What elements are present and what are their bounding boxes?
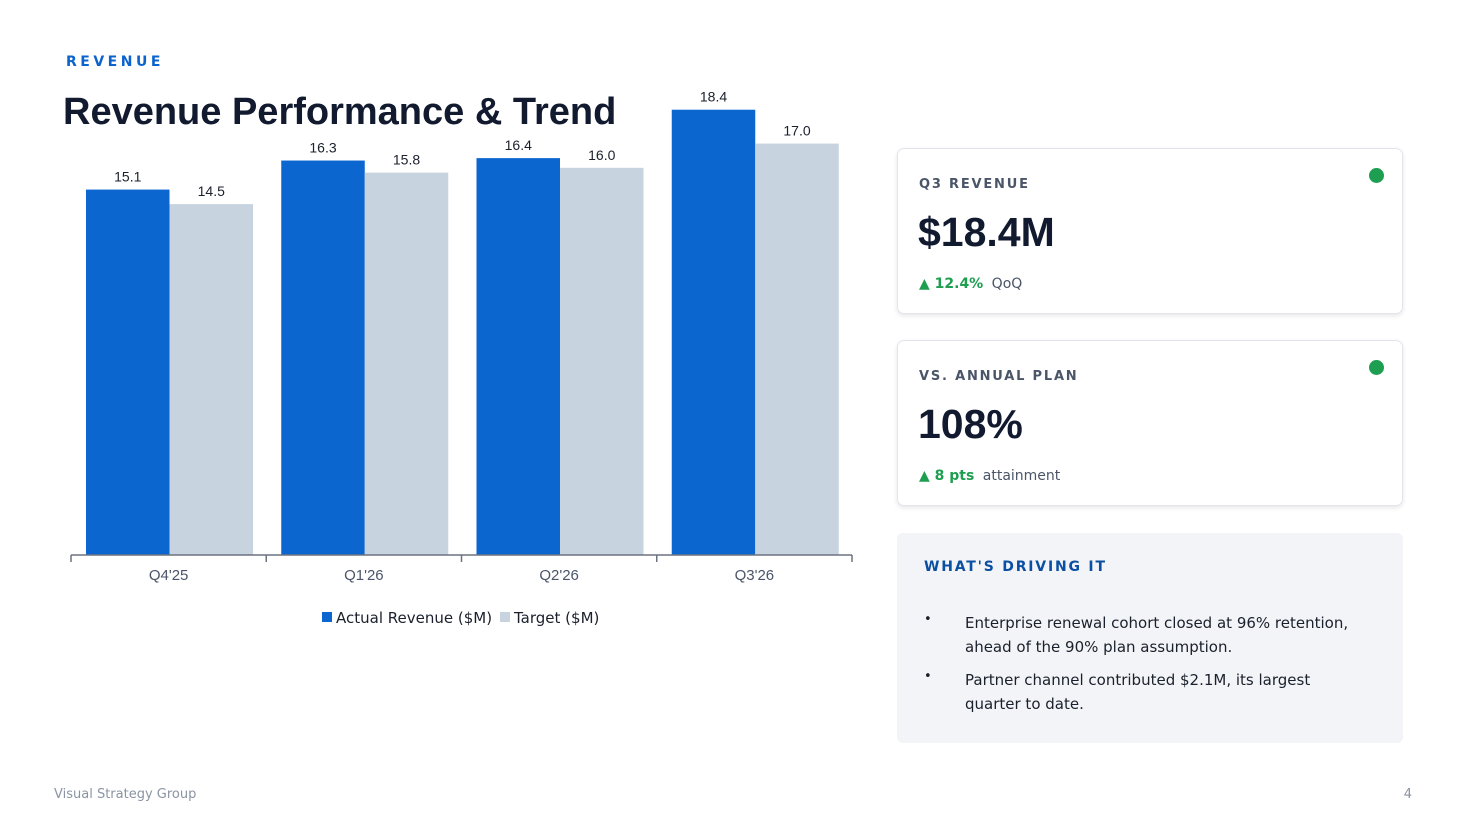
footer-brand: Visual Strategy Group (54, 787, 197, 802)
page-number: 4 (1403, 787, 1412, 802)
kpi-delta-note: QoQ (991, 276, 1023, 292)
status-dot-icon (1369, 360, 1384, 375)
legend-swatch (322, 612, 332, 622)
data-label: 15.1 (114, 169, 141, 185)
kpi-label: Q3 REVENUE (919, 177, 1030, 192)
kpi-delta-value: ▲ 8 pts (919, 468, 975, 484)
section-eyebrow: REVENUE (66, 54, 164, 70)
page-title: Revenue Performance & Trend (63, 91, 617, 133)
driver-text: Partner channel contributed $2.1M, its l… (965, 671, 1311, 713)
bar-target (755, 143, 839, 555)
bar-actual (671, 109, 756, 555)
kpi-label: VS. ANNUAL PLAN (919, 369, 1079, 384)
x-tick-label: Q3'26 (735, 567, 775, 584)
kpi-card-q3-revenue: Q3 REVENUE $18.4M ▲ 12.4% QoQ (897, 148, 1403, 314)
data-label: 14.5 (198, 183, 225, 199)
drivers-panel: WHAT'S DRIVING IT • Enterprise renewal c… (897, 533, 1403, 743)
kpi-value: $18.4M (918, 209, 1055, 255)
drivers-list: • Enterprise renewal cohort closed at 96… (924, 611, 1369, 725)
data-label: 16.4 (505, 137, 532, 153)
drivers-title: WHAT'S DRIVING IT (924, 559, 1107, 575)
kpi-value: 108% (918, 401, 1023, 447)
kpi-card-vs-plan: VS. ANNUAL PLAN 108% ▲ 8 pts attainment (897, 340, 1403, 506)
list-item: • Enterprise renewal cohort closed at 96… (924, 611, 1369, 659)
x-tick-label: Q2'26 (539, 567, 579, 584)
kpi-delta-note: attainment (982, 468, 1061, 484)
bar-actual (281, 160, 365, 556)
x-tick-label: Q4'25 (149, 567, 189, 584)
data-label: 15.8 (393, 152, 420, 168)
bar-target (169, 204, 253, 555)
list-item: • Partner channel contributed $2.1M, its… (924, 668, 1369, 716)
bullet-icon: • (924, 669, 932, 684)
bar-actual (86, 189, 170, 555)
bar-target (364, 172, 449, 555)
legend-label: Target ($M) (513, 609, 599, 627)
driver-text: Enterprise renewal cohort closed at 96% … (965, 614, 1349, 656)
legend-swatch (500, 612, 510, 622)
bar-actual (476, 158, 560, 555)
data-label: 16.3 (309, 140, 336, 156)
data-label: 18.4 (700, 89, 727, 105)
kpi-delta: ▲ 12.4% QoQ (919, 276, 1022, 292)
revenue-bar-chart: 15.1 14.5 Q4'25 16.3 15.8 Q1'26 16.4 16.0 Q2'26 1… (70, 89, 853, 627)
data-label: 16.0 (588, 147, 615, 163)
status-dot-icon (1369, 168, 1384, 183)
data-label: 17.0 (783, 123, 810, 139)
x-tick-label: Q1'26 (344, 567, 384, 584)
legend-label: Actual Revenue ($M) (336, 609, 492, 627)
kpi-delta: ▲ 8 pts attainment (919, 468, 1060, 484)
bar-target (560, 167, 644, 556)
kpi-delta-value: ▲ 12.4% (919, 276, 984, 292)
bullet-icon: • (924, 612, 932, 627)
